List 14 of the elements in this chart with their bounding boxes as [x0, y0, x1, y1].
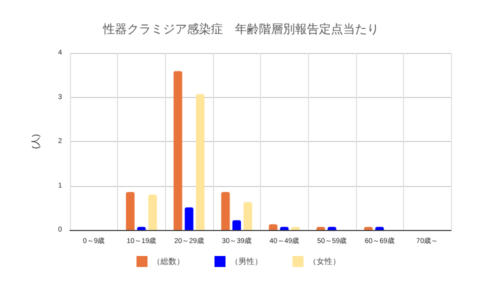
- bar: [126, 192, 135, 230]
- bar: [221, 192, 230, 230]
- bar: [184, 207, 194, 230]
- bar: [174, 71, 182, 230]
- bar: [268, 224, 278, 230]
- chart-title: 性器クラミジア感染症 年齢階層別報告定点当たり: [102, 22, 379, 36]
- y-axis-title: (人): [30, 134, 40, 149]
- legend-label: （男性）: [230, 257, 262, 266]
- bar: [244, 202, 252, 230]
- bar: [196, 94, 205, 230]
- bar: [232, 220, 241, 230]
- legend-label: （総数）: [152, 257, 184, 266]
- bar: [148, 194, 157, 230]
- legend-label: （女性）: [308, 257, 340, 266]
